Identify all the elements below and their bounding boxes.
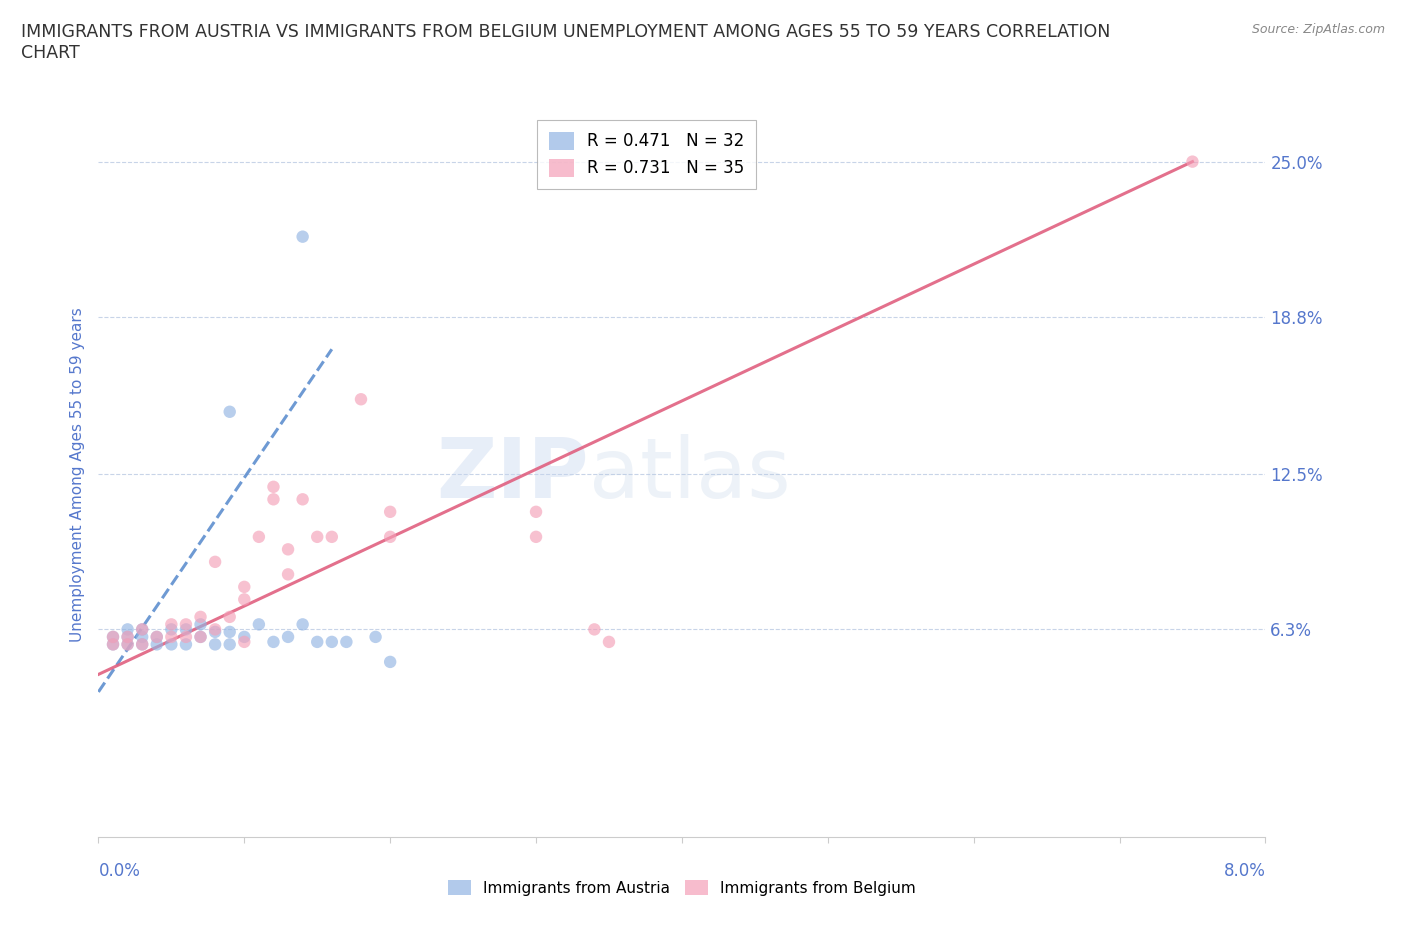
Text: ZIP: ZIP (436, 433, 589, 515)
Point (218, 609, 240, 624)
Point (117, 630, 139, 644)
Point (291, 229, 314, 244)
Point (101, 630, 124, 644)
Point (321, 634, 343, 649)
Point (380, 529, 402, 544)
Point (233, 634, 256, 649)
Point (131, 637, 153, 652)
Point (174, 622, 197, 637)
Point (160, 617, 183, 631)
Point (190, 630, 212, 644)
Point (233, 630, 256, 644)
Point (247, 529, 270, 544)
Point (160, 637, 183, 652)
Point (262, 479, 284, 494)
Point (262, 492, 284, 507)
Point (146, 637, 169, 652)
Point (190, 617, 212, 631)
Point (380, 655, 402, 670)
Point (277, 567, 299, 582)
Point (204, 624, 226, 639)
Point (101, 637, 124, 652)
Point (218, 624, 240, 639)
Point (117, 637, 139, 652)
Point (204, 622, 226, 637)
Point (218, 405, 240, 419)
Point (307, 529, 329, 544)
Point (204, 637, 226, 652)
Point (262, 634, 284, 649)
Text: 8.0%: 8.0% (1223, 862, 1265, 880)
Point (598, 634, 620, 649)
Point (291, 492, 314, 507)
Point (1181, 154, 1204, 169)
Point (277, 542, 299, 557)
Point (335, 634, 357, 649)
Point (233, 579, 256, 594)
Point (174, 630, 197, 644)
Point (160, 630, 183, 644)
Point (321, 529, 343, 544)
Point (131, 622, 153, 637)
Point (174, 637, 197, 652)
Point (524, 504, 547, 519)
Point (350, 392, 373, 406)
Point (380, 504, 402, 519)
Point (146, 630, 169, 644)
Point (131, 637, 153, 652)
Point (174, 617, 197, 631)
Point (131, 630, 153, 644)
Text: IMMIGRANTS FROM AUSTRIA VS IMMIGRANTS FROM BELGIUM UNEMPLOYMENT AMONG AGES 55 TO: IMMIGRANTS FROM AUSTRIA VS IMMIGRANTS FR… (21, 23, 1111, 62)
Point (131, 622, 153, 637)
Point (146, 630, 169, 644)
Point (291, 617, 314, 631)
Legend: Immigrants from Austria, Immigrants from Belgium: Immigrants from Austria, Immigrants from… (441, 873, 922, 902)
Point (218, 637, 240, 652)
Point (117, 630, 139, 644)
Point (101, 637, 124, 652)
Point (583, 622, 606, 637)
Point (101, 630, 124, 644)
Point (190, 630, 212, 644)
Y-axis label: Unemployment Among Ages 55 to 59 years: Unemployment Among Ages 55 to 59 years (69, 307, 84, 642)
Text: 0.0%: 0.0% (98, 862, 141, 880)
Point (233, 591, 256, 606)
Point (307, 634, 329, 649)
Point (204, 554, 226, 569)
Point (277, 630, 299, 644)
Text: Source: ZipAtlas.com: Source: ZipAtlas.com (1251, 23, 1385, 36)
Point (247, 617, 270, 631)
Point (160, 622, 183, 637)
Point (190, 609, 212, 624)
Point (364, 630, 387, 644)
Point (117, 622, 139, 637)
Point (117, 637, 139, 652)
Point (524, 529, 547, 544)
Text: atlas: atlas (589, 433, 790, 515)
